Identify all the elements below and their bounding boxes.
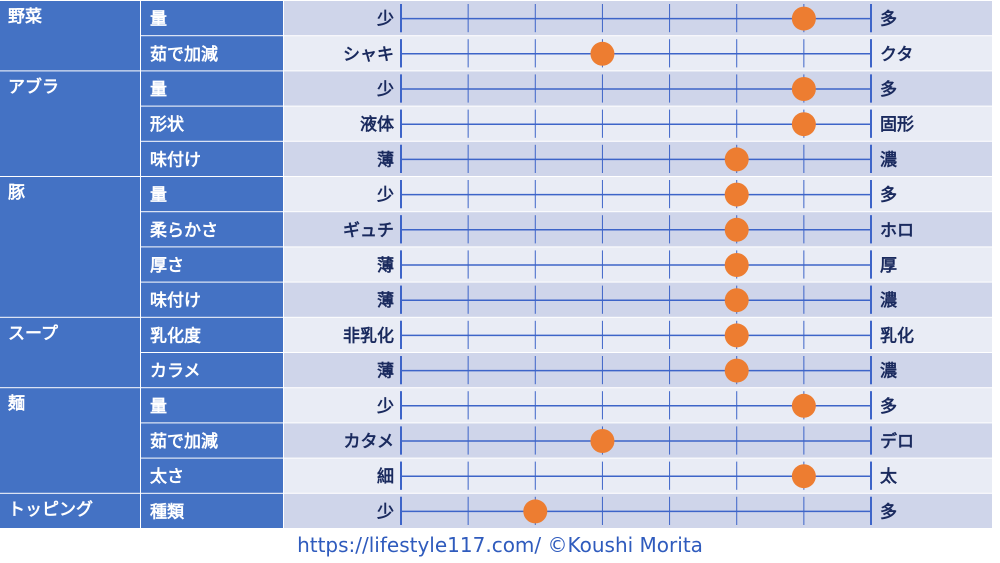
item-label: 茹で加減 [150,44,218,65]
high-label: 太 [880,466,898,487]
low-label: 少 [376,502,394,522]
high-label: 多 [880,9,897,30]
category-label: 麺 [7,394,25,414]
item-cell [141,353,283,388]
low-label: 細 [377,466,394,487]
rating-marker [724,358,749,383]
category-label: トッピング [8,499,93,520]
item-label: 太さ [150,466,184,487]
category-label: 野菜 [8,7,43,27]
item-label: 茹で加減 [150,431,218,452]
item-cell [141,212,283,247]
item-label: 柔らかさ [150,221,218,241]
rating-marker [791,464,816,489]
low-label: シャキ [343,45,394,65]
low-label: 少 [376,186,394,206]
item-cell [141,423,283,458]
low-label: 少 [376,10,394,30]
category-label: アブラ [8,76,59,97]
item-label: 味付け [150,149,201,170]
item-label: 厚さ [150,256,184,276]
low-label: 少 [376,397,394,417]
item-label: 量 [150,185,167,206]
item-cell [141,1,283,36]
low-label: 薄 [377,290,394,311]
high-label: 厚 [880,256,897,276]
item-label: 量 [150,396,167,417]
item-label: 味付け [150,290,201,311]
high-label: 濃 [880,361,898,382]
rating-marker [791,6,816,31]
rating-marker [791,393,816,418]
rating-marker [791,77,816,101]
item-label: 形状 [150,114,185,135]
category-cell [0,493,140,528]
item-cell [141,36,283,71]
low-label: 薄 [377,255,394,276]
item-label: 量 [150,9,167,30]
low-label: ギュチ [343,221,394,241]
item-cell [141,458,283,493]
low-label: 液体 [360,114,395,135]
high-label: 濃 [880,290,898,311]
high-label: デロ [880,431,914,452]
item-label: 種類 [150,501,185,522]
rating-marker [724,182,749,207]
category-cell [0,71,140,176]
item-cell [141,388,283,423]
high-label: 多 [880,501,897,522]
category-cell [0,177,140,317]
low-label: カタメ [344,432,395,452]
high-label: 濃 [880,149,898,170]
high-label: 多 [880,185,897,206]
high-label: 多 [880,396,897,417]
high-label: 固形 [880,114,914,135]
ratings-chart: 野菜量少多茹で加減 シャキ クタアブラ量少多形状 液体 固形味付け薄濃豚量少多柔らかさギ… [0,1,992,528]
rating-marker [590,41,615,66]
high-label: ホロ [880,221,914,241]
category-cell [0,317,140,388]
rating-marker [724,253,749,277]
rating-marker [724,147,749,172]
low-label: 薄 [377,361,394,382]
rating-marker [724,217,749,242]
high-label: 多 [880,79,897,100]
item-cell [141,282,283,317]
high-label: 乳化 [880,325,914,346]
category-label: スープ [8,323,59,344]
low-label: 非乳化 [343,325,394,346]
rating-marker [724,323,749,348]
item-cell [141,71,283,106]
category-cell [0,1,140,71]
item-label: 乳化度 [150,325,202,346]
item-cell [141,247,283,282]
low-label: 薄 [377,149,394,170]
rating-marker [791,112,816,137]
low-label: 少 [376,80,394,100]
item-label: カラメ [150,362,201,382]
rating-marker [590,429,615,453]
item-cell [141,317,283,352]
item-cell [141,177,283,212]
item-cell [141,141,283,176]
category-cell [0,388,140,493]
footer-credit[interactable]: https://lifestyle117.com/ ©Koushi Morita [297,533,703,557]
item-label: 量 [150,79,167,100]
rating-marker [724,288,749,313]
item-cell [141,106,283,141]
high-label: クタ [880,45,913,65]
rating-marker [523,499,548,524]
item-cell [141,493,283,528]
category-label: 豚 [8,183,25,203]
